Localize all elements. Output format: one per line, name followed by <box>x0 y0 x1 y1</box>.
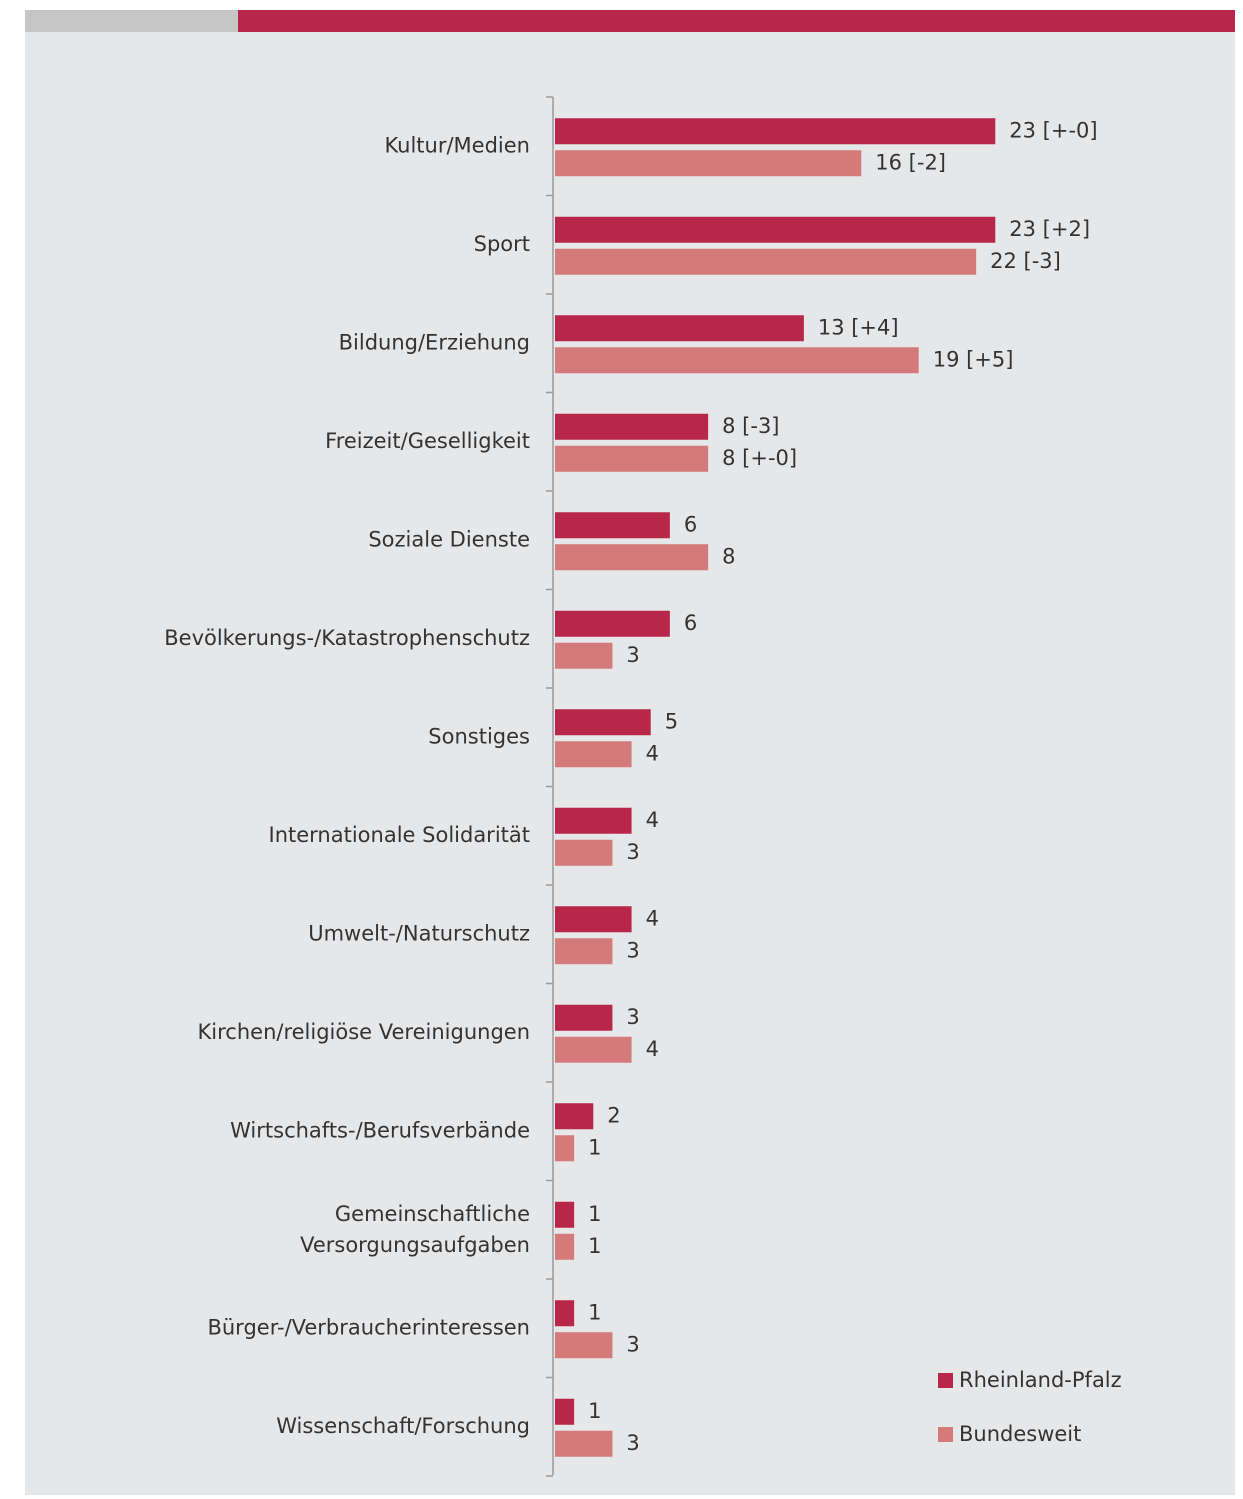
value-label: 3 <box>626 938 639 962</box>
value-label: 4 <box>646 741 659 765</box>
category-label: Wirtschafts-/Berufsverbände <box>230 1118 530 1142</box>
bar <box>555 1300 575 1327</box>
bar <box>555 118 996 145</box>
bar <box>555 150 862 177</box>
category-label: Kirchen/religiöse Vereinigungen <box>198 1020 530 1044</box>
value-label: 1 <box>588 1135 601 1159</box>
legend-label: Bundesweit <box>959 1422 1081 1446</box>
legend-swatch <box>938 1373 953 1388</box>
bar <box>555 1332 613 1359</box>
value-label: 4 <box>646 808 659 832</box>
value-label: 2 <box>607 1103 620 1127</box>
value-label: 8 [+-0] <box>722 446 797 470</box>
bar <box>555 906 632 933</box>
header-red <box>238 10 1235 32</box>
value-label: 1 <box>588 1234 601 1258</box>
header-gray <box>25 10 238 32</box>
value-label: 6 <box>684 611 697 635</box>
value-label: 3 <box>626 840 639 864</box>
category-label: Internationale Solidarität <box>269 823 530 847</box>
category-label: Gemeinschaftliche Versorgungsaufgaben <box>300 1202 530 1257</box>
bar <box>555 347 919 374</box>
category-label: Umwelt-/Naturschutz <box>308 921 530 945</box>
bar <box>555 1430 613 1457</box>
category-label: Bildung/Erziehung <box>339 330 530 354</box>
bar <box>555 709 651 736</box>
value-label: 1 <box>588 1399 601 1423</box>
bar <box>555 512 670 539</box>
bar <box>555 741 632 768</box>
value-label: 19 [+5] <box>933 347 1014 371</box>
bar <box>555 610 670 637</box>
bar <box>555 642 613 669</box>
legend-swatch <box>938 1427 953 1442</box>
bar <box>555 1135 575 1162</box>
bar <box>555 1036 632 1063</box>
category-label: Sonstiges <box>428 724 530 748</box>
category-label: Kultur/Medien <box>384 133 530 157</box>
category-label: Bürger-/Verbraucherinteressen <box>207 1315 530 1339</box>
bar <box>555 216 996 243</box>
bar <box>555 544 709 571</box>
value-label: 8 [-3] <box>722 414 779 438</box>
bar <box>555 938 613 965</box>
bar <box>555 413 709 440</box>
value-label: 4 <box>646 1037 659 1061</box>
value-label: 3 <box>626 1332 639 1356</box>
value-label: 22 [-3] <box>990 249 1061 273</box>
bar <box>555 807 632 834</box>
bar <box>555 315 804 342</box>
value-label: 3 <box>626 643 639 667</box>
value-label: 6 <box>684 512 697 536</box>
value-label: 8 <box>722 544 735 568</box>
bar <box>555 1201 575 1228</box>
value-label: 4 <box>646 906 659 930</box>
bar <box>555 248 977 275</box>
category-label: Freizeit/Geselligkeit <box>325 429 530 453</box>
bar <box>555 1233 575 1260</box>
bar <box>555 1103 594 1130</box>
value-label: 3 <box>626 1431 639 1455</box>
bar <box>555 1398 575 1425</box>
value-label: 13 [+4] <box>818 315 899 339</box>
bar <box>555 1004 613 1031</box>
value-label: 23 [+2] <box>1009 217 1090 241</box>
value-label: 1 <box>588 1300 601 1324</box>
legend-label: Rheinland-Pfalz <box>959 1368 1122 1392</box>
category-label: Wissenschaft/Forschung <box>276 1414 530 1438</box>
bar <box>555 445 709 472</box>
category-label: Soziale Dienste <box>368 527 530 551</box>
value-label: 3 <box>626 1005 639 1029</box>
value-label: 5 <box>665 709 678 733</box>
value-label: 23 [+-0] <box>1009 118 1097 142</box>
value-label: 1 <box>588 1202 601 1226</box>
category-label: Bevölkerungs-/Katastrophenschutz <box>164 626 530 650</box>
category-label: Sport <box>474 232 530 256</box>
bar <box>555 839 613 866</box>
value-label: 16 [-2] <box>875 150 946 174</box>
